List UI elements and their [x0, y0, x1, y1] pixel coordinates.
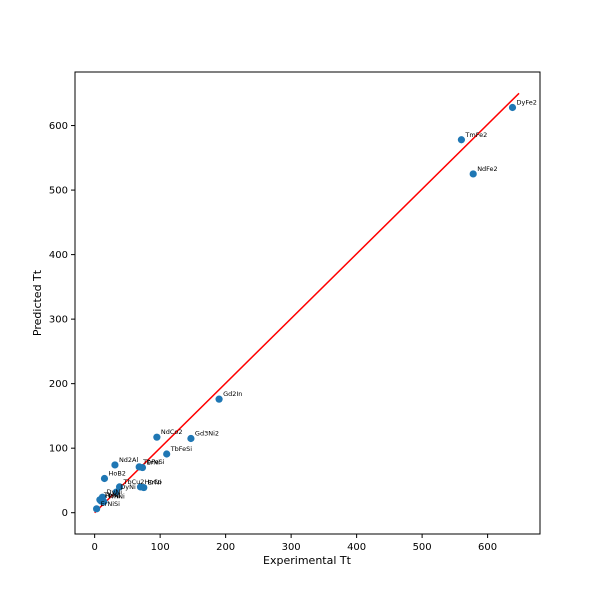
data-point [215, 395, 223, 403]
point-label: Gd3Ni2 [195, 430, 219, 438]
point-label: HoNi [105, 492, 121, 500]
data-point [508, 103, 517, 112]
data-point [163, 450, 171, 458]
y-tick-label: 300 [49, 315, 68, 326]
y-ticks: 0 100 200 300 400 500 600 [49, 121, 75, 519]
point-label: TmFe2 [464, 131, 487, 139]
points-layer [93, 103, 517, 513]
point-label: ErNi [146, 459, 160, 467]
y-tick-label: 400 [49, 250, 68, 261]
y-tick-label: 600 [49, 121, 68, 132]
point-label: HoCo [144, 478, 161, 486]
data-point [112, 488, 120, 496]
point-label: TmNi [107, 493, 125, 501]
point-label: DyNi [107, 488, 123, 496]
x-tick-label: 0 [91, 542, 97, 553]
y-tick-label: 500 [49, 186, 68, 197]
x-tick-label: 100 [151, 542, 170, 553]
data-point [457, 136, 466, 144]
point-label: TbFeSi [142, 458, 165, 466]
data-point [153, 433, 161, 441]
fit-line [94, 92, 520, 514]
point-label: NdFe2 [477, 165, 498, 173]
data-point [469, 170, 477, 178]
x-ticks: 0 100 200 300 400 500 600 [91, 534, 497, 553]
x-axis-title: Experimental Tt [263, 554, 352, 567]
point-label: Gd2In [223, 390, 242, 398]
point-label: HoB2 [108, 470, 125, 478]
data-point [93, 505, 101, 513]
data-point [138, 463, 147, 472]
point-label: NdCo2 [161, 428, 183, 436]
y-tick-label: 100 [49, 444, 68, 455]
point-label: Nd2Al [119, 456, 139, 464]
data-point [140, 483, 148, 492]
data-point [115, 483, 124, 491]
data-point [111, 461, 119, 469]
point-label: TbNi [103, 491, 119, 499]
x-tick-label: 200 [216, 542, 235, 553]
y-tick-label: 0 [62, 508, 68, 519]
data-point [100, 474, 109, 483]
plot-frame [74, 71, 541, 535]
point-label: DyNi [120, 483, 136, 491]
x-tick-label: 400 [347, 542, 366, 553]
point-label: ErNi [148, 479, 162, 487]
x-tick-label: 600 [478, 542, 497, 553]
y-axis-title: Predicted Tt [31, 269, 44, 336]
x-tick-label: 500 [413, 542, 432, 553]
y-tick-label: 200 [49, 379, 68, 390]
point-label: ErNiSi [101, 500, 121, 508]
data-point [100, 498, 108, 506]
fit-line-layer [94, 92, 520, 514]
x-tick-label: 300 [282, 542, 301, 553]
point-label: TbFeSi [170, 445, 193, 453]
data-point [187, 434, 195, 443]
point-label: TbCu2 [123, 478, 145, 486]
point-label: DyFe2 [516, 98, 536, 106]
